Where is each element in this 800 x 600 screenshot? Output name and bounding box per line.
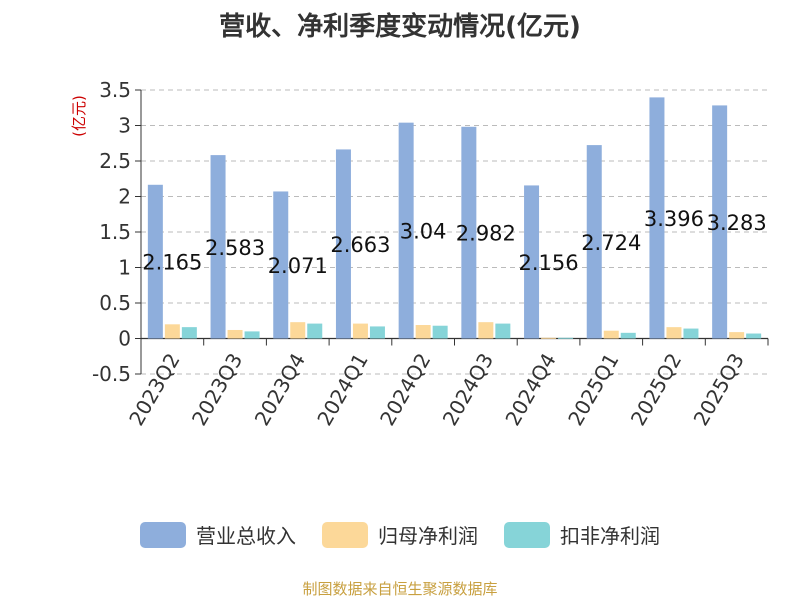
bar-deducted-net-profit: [369, 326, 385, 339]
bar-deducted-net-profit: [181, 327, 197, 339]
bar-net-profit: [478, 322, 494, 339]
bar-deducted-net-profit: [558, 337, 574, 339]
bar-revenue: [524, 185, 540, 339]
data-label-revenue: 2.156: [518, 251, 578, 275]
x-tick-label: 2024Q4: [500, 349, 560, 430]
y-axis-unit-label: (亿元): [70, 95, 88, 137]
bar-deducted-net-profit: [495, 323, 511, 339]
y-tick-label: 3: [118, 114, 131, 138]
y-tick-label: 0.5: [99, 291, 131, 315]
bar-revenue: [273, 191, 289, 339]
legend-item-revenue[interactable]: 营业总收入: [140, 520, 296, 549]
x-tick-label: 2023Q3: [187, 349, 247, 430]
bar-revenue: [147, 184, 163, 339]
bar-deducted-net-profit: [244, 331, 260, 339]
x-tick-label: 2023Q2: [124, 349, 184, 430]
legend-label-revenue: 营业总收入: [196, 524, 296, 548]
bar-net-profit: [290, 322, 306, 339]
bar-net-profit: [415, 325, 431, 339]
x-tick-label: 2025Q1: [563, 349, 623, 430]
source-note: 制图数据来自恒生聚源数据库: [302, 580, 498, 598]
legend-swatch-revenue: [140, 521, 186, 548]
chart-title: 营收、净利季度变动情况(亿元): [219, 12, 581, 42]
x-tick-label: 2025Q2: [626, 349, 686, 430]
legend-swatch-net-profit: [322, 521, 368, 548]
bar-revenue: [210, 155, 226, 339]
legend-label-net-profit: 归母净利润: [378, 524, 478, 548]
y-tick-label: 2.5: [99, 149, 131, 173]
bar-revenue: [649, 97, 665, 339]
bar-deducted-net-profit: [746, 333, 762, 339]
data-label-revenue: 3.04: [400, 220, 447, 244]
data-label-revenue: 2.583: [205, 236, 265, 260]
bar-net-profit: [603, 330, 619, 339]
legend-item-net-profit[interactable]: 归母净利润: [322, 520, 478, 549]
y-tick-label: 0: [118, 327, 131, 351]
data-label-revenue: 3.396: [644, 207, 704, 231]
legend-swatch-deducted-net-profit: [504, 521, 550, 548]
bar-revenue: [586, 145, 602, 339]
bar-net-profit: [227, 329, 243, 339]
y-tick-label: -0.5: [92, 362, 131, 386]
bar-deducted-net-profit: [620, 332, 636, 339]
data-label-revenue: 3.283: [707, 211, 767, 235]
bar-net-profit: [666, 327, 682, 339]
x-tick-label: 2025Q3: [689, 349, 749, 430]
bar-revenue: [712, 105, 728, 339]
bar-revenue: [398, 122, 414, 339]
bar-layer: [147, 97, 762, 339]
bar-net-profit: [352, 323, 368, 339]
bar-revenue: [461, 126, 477, 339]
x-tick-label: 2023Q4: [250, 349, 310, 430]
bar-deducted-net-profit: [307, 323, 323, 339]
x-tick-label: 2024Q1: [312, 349, 372, 430]
data-label-revenue: 2.663: [330, 233, 390, 257]
data-label-revenue: 2.071: [268, 254, 328, 278]
data-label-revenue: 2.982: [456, 222, 516, 246]
legend-item-deducted-net-profit[interactable]: 扣非净利润: [504, 520, 660, 549]
y-tick-label: 3.5: [99, 78, 131, 102]
y-tick-label: 1: [118, 256, 131, 280]
bar-revenue: [335, 149, 351, 339]
bar-net-profit: [729, 332, 745, 339]
x-tick-label: 2024Q2: [375, 349, 435, 430]
legend-label-deducted-net-profit: 扣非净利润: [560, 524, 660, 548]
y-tick-label: 2: [118, 185, 131, 209]
bar-deducted-net-profit: [432, 325, 448, 339]
bar-net-profit: [541, 337, 557, 339]
data-label-revenue: 2.724: [581, 231, 641, 255]
legend: 营业总收入 归母净利润 扣非净利润: [0, 520, 800, 549]
data-label-revenue: 2.165: [142, 251, 202, 275]
x-tick-label: 2024Q3: [438, 349, 498, 430]
y-tick-label: 1.5: [99, 220, 131, 244]
bar-net-profit: [164, 324, 180, 339]
bar-deducted-net-profit: [683, 328, 699, 339]
